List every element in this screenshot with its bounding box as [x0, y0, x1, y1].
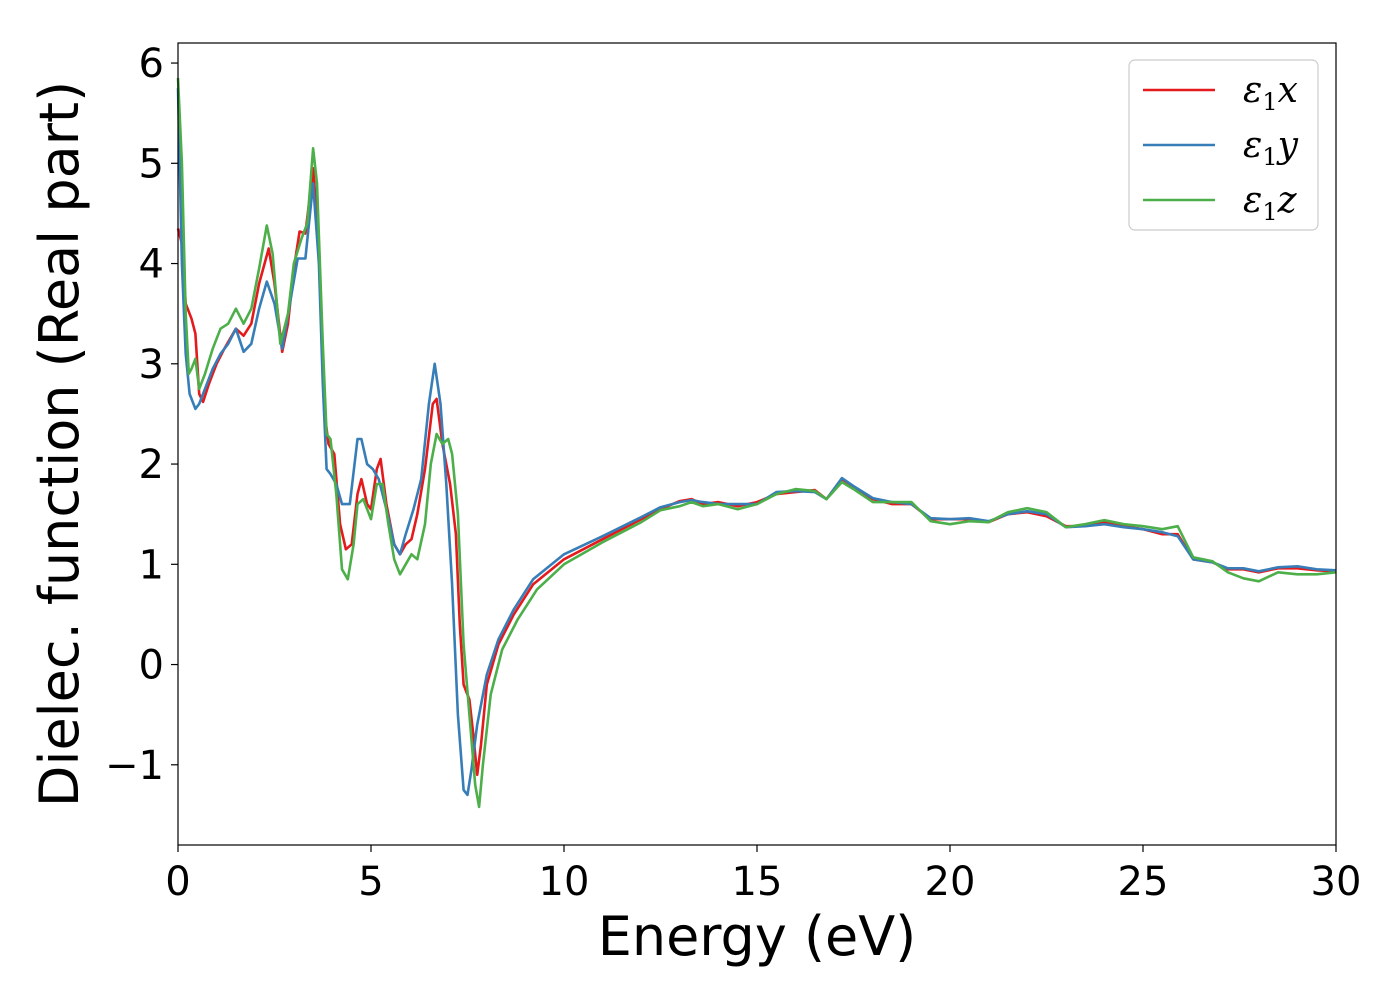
series-layer: [176, 78, 1337, 809]
y-tick-label: 2: [139, 442, 164, 488]
x-tick-label: 30: [1311, 859, 1362, 905]
legend-label-3: ε1z: [1243, 180, 1298, 226]
x-tick-label: 0: [165, 859, 190, 905]
legend: ε1x ε1y ε1z: [1128, 59, 1319, 231]
x-axis-label: Energy (eV): [598, 905, 917, 968]
series-line-3: [176, 78, 1337, 809]
y-tick-label: 0: [139, 643, 164, 689]
x-tick-label: 15: [732, 859, 783, 905]
legend-label-2: ε1y: [1243, 125, 1299, 171]
y-axis-label: Dielec. function (Real part): [28, 81, 91, 807]
y-tick-label: 4: [139, 242, 164, 288]
y-tick-label: −1: [105, 743, 164, 789]
y-tick-label: 5: [139, 141, 164, 187]
legend-box: [1128, 59, 1319, 231]
legend-label-1: ε1x: [1243, 70, 1298, 116]
x-tick-label: 20: [925, 859, 976, 905]
x-tick-label: 25: [1118, 859, 1169, 905]
x-tick-label: 5: [358, 859, 383, 905]
x-tick-label: 10: [539, 859, 590, 905]
y-tick-label: 1: [139, 542, 164, 588]
x-axis-ticks: 0 5 10 15 20 25 30: [165, 845, 1361, 905]
y-tick-label: 6: [139, 41, 164, 87]
y-axis-ticks: −1 0 1 2 3 4 5 6: [105, 41, 178, 789]
y-tick-label: 3: [139, 342, 164, 388]
